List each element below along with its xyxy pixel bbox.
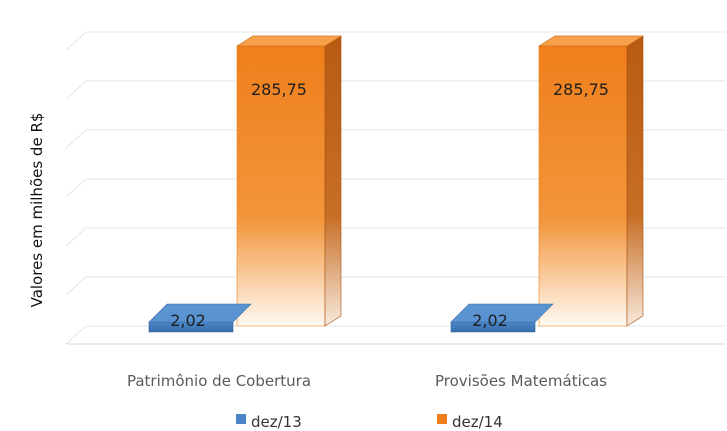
data-label-dez14-0: 285,75 [251,80,307,99]
bar-dez14-top [235,35,343,47]
data-label-dez14-1: 285,75 [553,80,609,99]
gridline [65,227,87,247]
category-label-1: Provisões Matemáticas [435,372,607,390]
bar-dez14-top [537,35,645,47]
category-label-0: Patrimônio de Cobertura [127,372,311,390]
bar-dez13-top [450,303,554,323]
category-labels: Patrimônio de Cobertura Provisões Matemá… [127,372,607,390]
bar-dez13-top [148,303,252,323]
bar-dez14-side [324,35,342,327]
bars [148,35,645,333]
gridline [65,325,87,345]
gridline [65,178,87,198]
gridline [65,129,87,149]
legend-label-dez14: dez/14 [452,413,503,431]
y-axis-title: Valores em milhões de R$ [28,113,46,308]
legend-swatch-dez14 [437,414,447,424]
legend-label-dez13: dez/13 [251,413,302,431]
data-label-dez13-1: 2,02 [472,311,508,330]
legend-swatch-dez13 [236,414,246,424]
gridline [65,80,87,100]
gridline [65,276,87,296]
gridline [65,31,87,51]
data-labels: 285,75 2,02 285,75 2,02 [170,80,609,330]
data-label-dez13-0: 2,02 [170,311,206,330]
legend: dez/13 dez/14 [236,413,503,431]
bar-dez14-side [626,35,644,327]
